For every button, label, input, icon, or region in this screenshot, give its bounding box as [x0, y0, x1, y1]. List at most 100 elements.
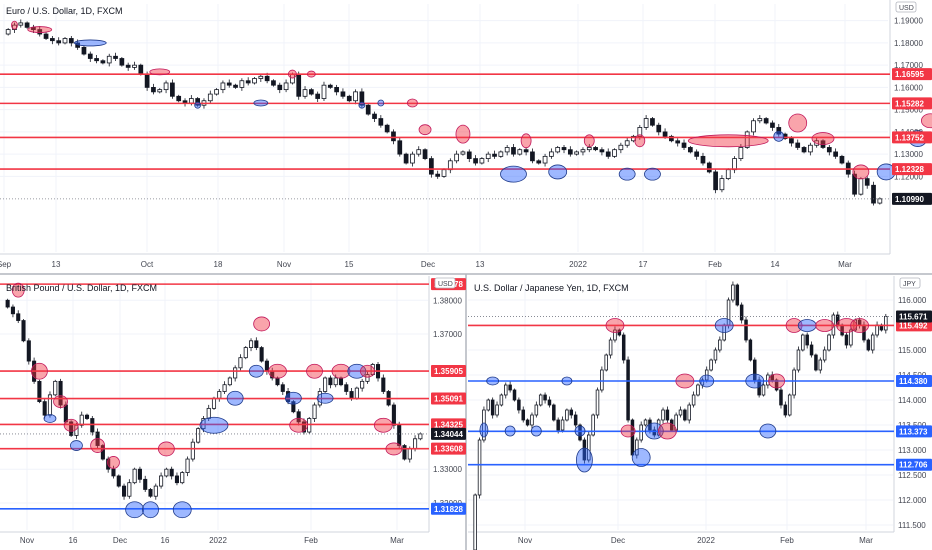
candle: [429, 156, 434, 178]
support-marker[interactable]: [358, 101, 366, 109]
candle: [62, 36, 68, 45]
resistance-marker[interactable]: [90, 438, 105, 453]
support-marker[interactable]: [773, 130, 785, 142]
support-marker[interactable]: [548, 164, 568, 180]
candle: [534, 401, 539, 418]
resistance-marker[interactable]: [418, 124, 432, 136]
candle: [827, 333, 831, 352]
resistance-marker[interactable]: [620, 424, 636, 438]
resistance-marker[interactable]: [253, 316, 271, 332]
usdjpy-pane[interactable]: 116.000115.500115.000114.500114.000113.5…: [468, 276, 932, 550]
support-marker[interactable]: [759, 423, 777, 439]
resistance-marker[interactable]: [107, 456, 120, 469]
resistance-marker[interactable]: [768, 373, 786, 389]
support-marker[interactable]: [377, 99, 385, 107]
resistance-marker[interactable]: [149, 68, 171, 76]
support-marker[interactable]: [73, 39, 107, 47]
support-marker[interactable]: [284, 391, 302, 405]
candle: [163, 80, 169, 94]
resistance-marker[interactable]: [27, 26, 53, 33]
resistance-marker[interactable]: [605, 318, 625, 333]
resistance-marker[interactable]: [785, 318, 803, 333]
support-marker[interactable]: [142, 501, 159, 519]
support-marker[interactable]: [644, 422, 664, 440]
resistance-marker[interactable]: [850, 318, 870, 333]
resistance-marker[interactable]: [373, 417, 393, 433]
resistance-marker[interactable]: [306, 363, 323, 379]
resistance-marker[interactable]: [583, 134, 595, 148]
resistance-marker[interactable]: [331, 363, 351, 379]
level-price-label: 1.34325: [434, 420, 463, 429]
resistance-marker[interactable]: [360, 364, 375, 378]
candle: [776, 123, 782, 137]
resistance-marker[interactable]: [268, 363, 287, 379]
resistance-marker[interactable]: [811, 132, 835, 145]
resistance-marker[interactable]: [289, 417, 309, 433]
currency-badge[interactable]: [895, 1, 917, 13]
support-marker[interactable]: [714, 318, 734, 333]
support-marker[interactable]: [248, 364, 264, 378]
level-price-label: 1.31828: [434, 505, 463, 514]
resistance-marker[interactable]: [675, 373, 695, 389]
candle: [852, 170, 857, 197]
currency-badge[interactable]: [899, 277, 921, 289]
resistance-marker[interactable]: [815, 319, 835, 332]
support-marker[interactable]: [316, 392, 334, 404]
resistance-marker[interactable]: [407, 98, 418, 108]
support-marker[interactable]: [479, 422, 489, 438]
support-marker[interactable]: [530, 425, 542, 437]
support-marker[interactable]: [172, 501, 192, 519]
candle: [422, 148, 428, 161]
resistance-marker[interactable]: [288, 69, 297, 79]
resistance-marker[interactable]: [634, 134, 646, 148]
resistance-marker[interactable]: [385, 442, 403, 456]
resistance-marker[interactable]: [657, 422, 677, 440]
support-marker[interactable]: [504, 425, 516, 437]
support-marker[interactable]: [70, 440, 83, 451]
candle: [100, 444, 105, 461]
gbpusd-pane[interactable]: 1.380001.370001.330001.320001.384781.359…: [0, 276, 466, 545]
support-marker[interactable]: [43, 414, 57, 423]
support-marker[interactable]: [194, 101, 202, 109]
candle: [321, 81, 327, 102]
support-marker[interactable]: [574, 425, 586, 437]
support-marker[interactable]: [125, 501, 145, 519]
candle: [81, 45, 87, 56]
resistance-marker[interactable]: [63, 418, 79, 432]
support-marker[interactable]: [618, 167, 636, 181]
support-marker[interactable]: [631, 448, 651, 467]
support-marker[interactable]: [575, 447, 593, 473]
candle: [814, 353, 818, 372]
resistance-marker[interactable]: [11, 282, 25, 298]
support-marker[interactable]: [226, 390, 244, 406]
eurusd-pane[interactable]: 1.190001.180001.170001.160001.150001.140…: [0, 0, 932, 269]
support-marker[interactable]: [199, 416, 229, 434]
time-tick-label: 13: [52, 260, 61, 269]
resistance-marker[interactable]: [788, 113, 808, 133]
resistance-marker[interactable]: [520, 133, 532, 149]
resistance-marker[interactable]: [11, 20, 18, 30]
resistance-marker[interactable]: [30, 362, 48, 380]
candle: [486, 398, 491, 412]
support-marker[interactable]: [500, 165, 527, 183]
support-marker[interactable]: [745, 373, 765, 389]
resistance-marker[interactable]: [157, 441, 175, 457]
candle: [525, 418, 530, 427]
support-marker[interactable]: [486, 376, 500, 386]
support-marker[interactable]: [644, 167, 661, 181]
candle: [116, 474, 121, 488]
currency-badge[interactable]: [434, 277, 456, 289]
resistance-marker[interactable]: [852, 164, 870, 180]
resistance-marker[interactable]: [53, 395, 68, 409]
resistance-marker[interactable]: [455, 124, 471, 144]
price-tick-label: 114.000: [898, 396, 927, 405]
resistance-marker[interactable]: [687, 134, 769, 148]
support-marker[interactable]: [561, 376, 573, 386]
resistance-marker[interactable]: [306, 70, 316, 78]
support-marker[interactable]: [797, 319, 817, 332]
support-marker[interactable]: [253, 99, 269, 107]
resistance-marker[interactable]: [920, 113, 932, 129]
support-marker[interactable]: [699, 374, 715, 388]
time-tick-label: 13: [476, 260, 485, 269]
candle: [573, 411, 578, 428]
